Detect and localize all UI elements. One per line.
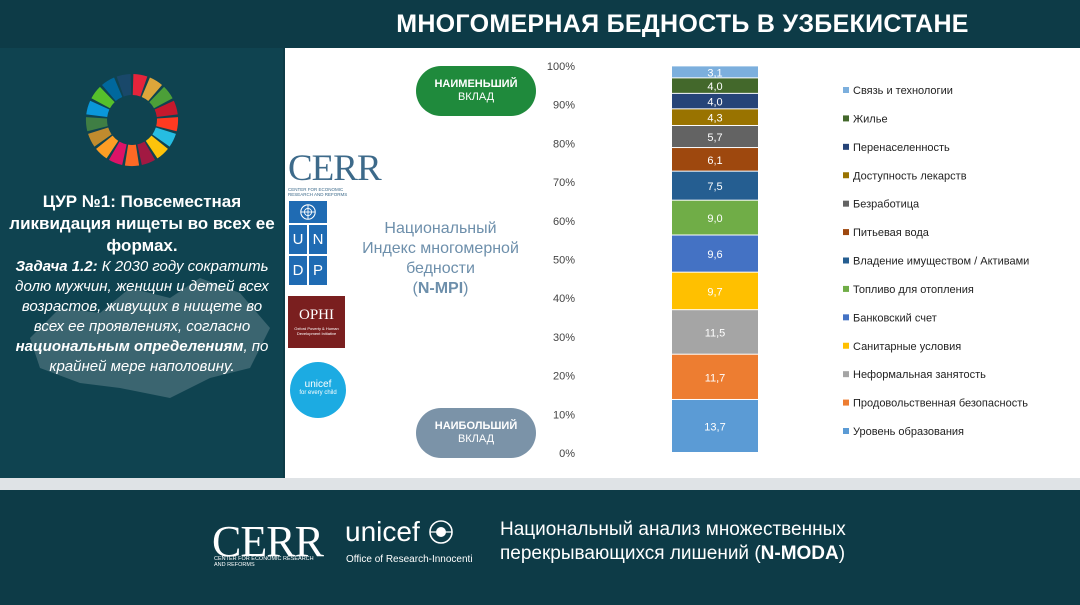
index-open: (: [412, 280, 418, 297]
index-abbr: N-MPI: [417, 280, 464, 297]
unicef-logo-text: unicef: [304, 379, 332, 390]
sidebar-panel: ЦУР №1: Повсеместная ликвидация нищеты в…: [0, 48, 283, 478]
sdg-wheel-icon: [85, 73, 179, 167]
cerr-logo-sub: CENTER FOR ECONOMIC RESEARCH AND REFORMS: [288, 187, 348, 197]
task-text-2: , по крайней мере наполовину.: [49, 338, 269, 375]
cerr-logo-text: CERR: [288, 148, 382, 189]
task-label: Задача 1.2:: [15, 258, 98, 275]
footer-cerr-sub: CENTER FOR ECONOMIC RESEARCH AND REFORMS: [214, 556, 314, 568]
index-line3: бедности: [406, 260, 475, 277]
unicef-logo-sub: for every child: [299, 390, 337, 396]
unicef-logo: unicef for every child: [290, 362, 346, 418]
least-pill-line1: НАИМЕНЬШИЙ: [434, 78, 518, 90]
footer-title-suffix: ): [838, 543, 846, 564]
footer-unicef-logo: unicef: [345, 517, 454, 547]
footer-unicef-text: unicef: [345, 516, 420, 547]
index-line2: Индекс многомерной: [362, 240, 519, 257]
footer-cerr-logo: CERR: [212, 517, 324, 566]
largest-contribution-pill: НАИБОЛЬШИЙ ВКЛАД: [416, 408, 536, 458]
largest-pill-line2: ВКЛАД: [457, 433, 495, 445]
footer-title: Национальный анализ множественных перекр…: [500, 518, 846, 566]
sdg-goal-text: ЦУР №1: Повсеместная ликвидация нищеты в…: [8, 191, 276, 377]
ophi-logo-text: OPHI: [298, 307, 334, 323]
index-line1: Национальный: [384, 220, 497, 237]
footer: [0, 490, 1080, 605]
largest-pill-line1: НАИБОЛЬШИЙ: [434, 420, 518, 432]
index-label: Национальный Индекс многомерной бедности…: [348, 219, 533, 299]
ophi-logo-sub: Oxford Poverty & Human Development Initi…: [294, 326, 339, 336]
footer-title-prefix: перекрывающихся лишений (: [500, 543, 761, 564]
undp-letter-u: U: [289, 225, 307, 254]
ophi-logo: OPHI Oxford Poverty & Human Development …: [288, 296, 345, 348]
footer-title-bold: N-MODA: [760, 543, 839, 564]
undp-logo: U N D P: [289, 201, 329, 287]
least-pill-line2: ВКЛАД: [457, 91, 495, 103]
undp-letter-p: P: [309, 256, 327, 285]
footer-divider: [0, 478, 1080, 490]
footer-title-line1: Национальный анализ множественных: [500, 519, 846, 540]
undp-letter-d: D: [289, 256, 307, 285]
unicef-emblem-icon: [428, 520, 453, 544]
undp-letter-n: N: [309, 225, 327, 254]
index-close: ): [463, 280, 469, 297]
task-bold: национальным определениям: [15, 338, 244, 355]
task-text-1: К 2030 году сократить долю мужчин, женщи…: [15, 258, 269, 335]
un-emblem-icon: [289, 201, 327, 223]
sdg-heading: ЦУР №1: Повсеместная ликвидация нищеты в…: [9, 192, 275, 255]
map-background-icon: [30, 278, 270, 398]
slide-title: МНОГОМЕРНАЯ БЕДНОСТЬ В УЗБЕКИСТАНЕ: [396, 9, 969, 38]
footer-unicef-sub: Office of Research-Innocenti: [346, 554, 473, 565]
sdg-task: Задача 1.2: К 2030 году сократить долю м…: [8, 257, 276, 377]
cerr-logo: CERR CENTER FOR ECONOMIC RESEARCH AND RE…: [288, 148, 383, 197]
least-contribution-pill: НАИМЕНЬШИЙ ВКЛАД: [416, 66, 536, 116]
